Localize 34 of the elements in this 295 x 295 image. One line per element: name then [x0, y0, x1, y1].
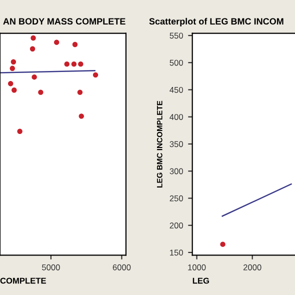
- point: [72, 42, 78, 48]
- chart-title: Scatterplot of LEG BMC INCOM: [149, 18, 284, 26]
- point: [78, 114, 84, 119]
- y-tick-label: 150: [170, 250, 183, 256]
- y-tick-label: 500: [170, 60, 183, 66]
- point: [54, 40, 60, 45]
- point: [10, 59, 16, 64]
- y-tick-label: 350: [170, 141, 183, 148]
- y-tick-label: 300: [170, 168, 183, 174]
- point: [32, 74, 37, 80]
- y-tick-label: 250: [170, 195, 183, 202]
- x-axis-title: COMPLETE: [0, 278, 46, 284]
- point: [30, 46, 36, 52]
- x-tick-label: 2000: [243, 264, 262, 270]
- point: [12, 88, 17, 93]
- y-tick-label: 400: [170, 114, 183, 120]
- chart-title: AN BODY MASS COMPLETE: [3, 18, 126, 25]
- y-tick-label: 200: [170, 222, 183, 228]
- x-tick-label: 1000: [188, 264, 206, 270]
- y-tick-label: 550: [170, 32, 183, 39]
- point: [38, 90, 44, 95]
- point: [92, 72, 98, 78]
- x-tick-label: 5000: [42, 264, 60, 270]
- point: [8, 81, 14, 86]
- x-axis-title: LEG: [192, 278, 209, 284]
- point: [78, 61, 84, 67]
- point: [10, 66, 15, 72]
- point: [71, 61, 77, 67]
- x-tick-label: 6000: [112, 264, 131, 270]
- point: [64, 61, 70, 67]
- point: [30, 35, 36, 41]
- point: [17, 128, 22, 134]
- point: [77, 90, 83, 95]
- y-tick-label: 450: [170, 86, 183, 93]
